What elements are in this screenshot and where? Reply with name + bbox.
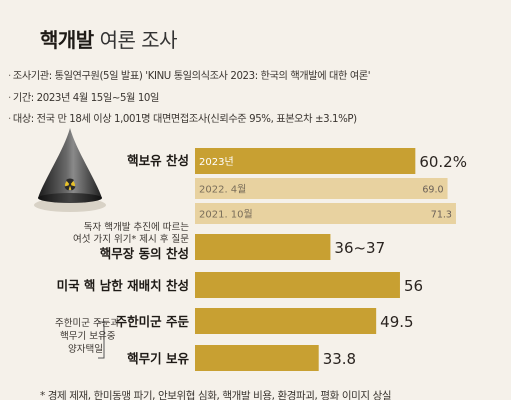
category-label: 핵무장 동의 찬성	[100, 246, 189, 261]
bar	[195, 308, 377, 334]
bar	[195, 272, 400, 298]
bar	[195, 178, 448, 199]
bar-period-label: 2021. 10월	[199, 209, 253, 221]
category-label: 미국 핵 남한 재배치 찬성	[57, 278, 189, 293]
bar-value-label: 33.8	[323, 350, 356, 368]
bar-period-label: 2023년	[199, 156, 234, 168]
bar	[195, 345, 319, 371]
category-sublabel: 독자 핵개발 추진에 따르는	[84, 221, 189, 233]
category-label: 핵보유 찬성	[127, 153, 189, 168]
meta-institution: · 조사기관: 통일연구원(5일 발표) 'KINU 통일의식조사 2023: 한…	[8, 71, 371, 82]
bar-period-label: 2022. 4월	[199, 184, 246, 196]
category-label: 주한미군 주둔	[116, 314, 190, 329]
bar-value-label: 56	[404, 277, 423, 295]
nuclear-warhead-cone-icon	[34, 128, 106, 212]
page-title: 핵개발 여론 조사	[40, 24, 178, 53]
bar-value-label: 49.5	[380, 313, 413, 331]
title-bold: 핵개발	[40, 28, 94, 52]
bracket-label: 주한미군 주둔과	[55, 318, 119, 329]
bar-value-label: 60.2%	[419, 153, 467, 171]
bracket-label: 양자택일	[68, 344, 103, 355]
category-sublabel: 여섯 가지 위기* 제시 후 질문	[73, 233, 189, 245]
bar	[195, 234, 331, 260]
bar-value-label: 69.0	[422, 185, 443, 196]
meta-period: · 기간: 2023년 4월 15일~5월 10일	[8, 93, 159, 104]
title-light: 여론 조사	[99, 28, 178, 52]
footnote: * 경제 제재, 한미동맹 파기, 안보위협 심화, 핵개발 비용, 환경파괴,…	[40, 390, 392, 400]
bar-value-label: 36~37	[334, 239, 385, 257]
bracket-label: 핵무기 보유중	[60, 330, 116, 342]
bar-value-label: 71.3	[431, 210, 452, 221]
bar	[195, 148, 416, 174]
category-label: 핵무기 보유	[127, 351, 189, 366]
bracket-line	[98, 321, 105, 359]
bar	[195, 203, 456, 224]
meta-target: · 대상: 전국 만 18세 이상 1,001명 대면면접조사(신뢰수준 95%,…	[8, 114, 357, 125]
